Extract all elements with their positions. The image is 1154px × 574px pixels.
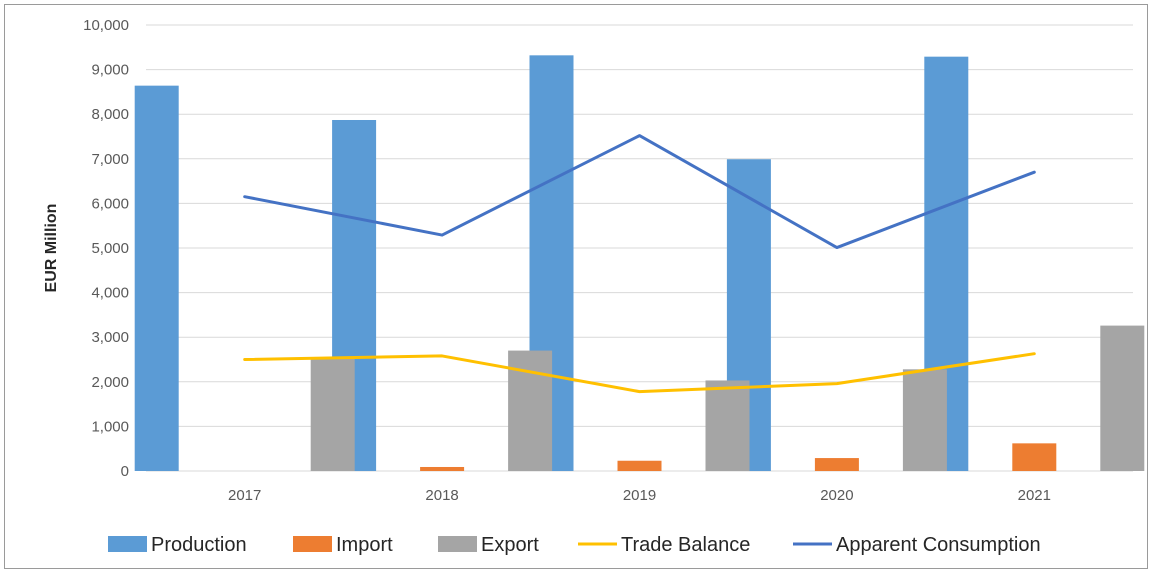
y-tick-label: 6,000 [91,195,129,212]
legend-swatch-production [108,536,147,552]
bar-export [705,380,750,471]
bar-import [420,466,465,471]
x-tick-label: 2019 [623,487,656,504]
y-axis-label: EUR Million [43,204,60,293]
y-tick-label: 2,000 [91,374,129,391]
y-tick-label: 9,000 [91,62,129,79]
legend-label-trade-balance: Trade Balance [621,534,750,556]
bar-export [1100,325,1145,471]
x-tick-label: 2017 [228,487,261,504]
gridlines [146,24,1133,472]
x-tick-label: 2020 [820,487,853,504]
lines [243,134,1036,394]
bar-import [814,458,859,471]
legend-label-export: Export [481,534,539,556]
y-tick-label: 0 [121,463,129,480]
bar-import [617,460,662,471]
legend-swatch-import [293,536,332,552]
x-tick-label: 2018 [425,487,458,504]
x-tick-label: 2021 [1018,487,1051,504]
legend-label-production: Production [151,534,247,556]
legend-label-import: Import [336,534,393,556]
bars [134,55,1145,472]
bar-export [310,358,355,471]
legend: Production Import Export Trade Balance Appar… [108,534,1041,556]
legend-swatch-export [438,536,477,552]
y-tick-label: 3,000 [91,329,129,346]
y-tick-label: 4,000 [91,285,129,302]
bar-export [902,369,947,471]
legend-label-apparent-consumption: Apparent Consumption [836,534,1041,556]
y-axis-ticks: 0 1,000 2,000 3,000 4,000 5,000 6,000 7,000 8,00… [83,17,129,480]
y-tick-label: 7,000 [91,151,129,168]
y-tick-label: 10,000 [83,17,129,34]
line-apparent-consumption [243,134,1036,250]
bar-import [1012,443,1057,471]
y-tick-label: 5,000 [91,240,129,257]
bar-production [134,85,179,471]
x-axis-ticks: 2017 2018 2019 2020 2021 [228,487,1051,504]
y-tick-label: 8,000 [91,106,129,123]
y-tick-label: 1,000 [91,418,129,435]
line-trade-balance [243,352,1036,394]
